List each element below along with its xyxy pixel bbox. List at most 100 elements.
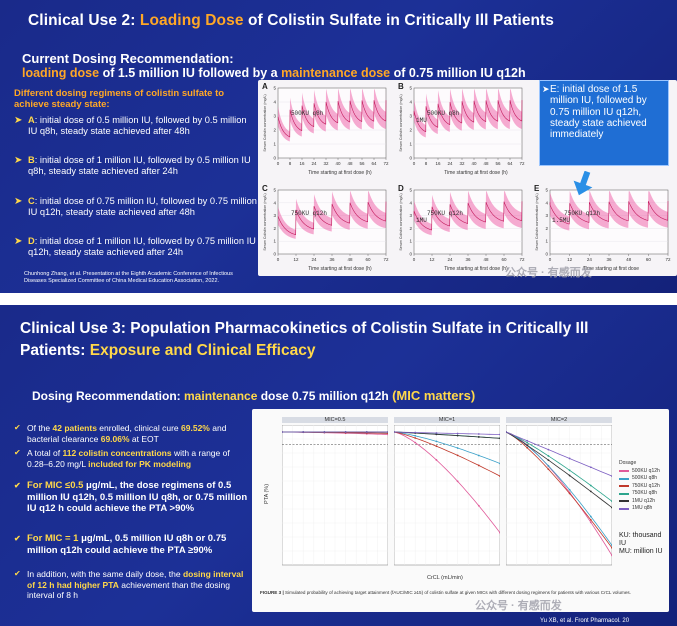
x-tick-label: 48 bbox=[483, 257, 489, 262]
y-tick-label: 2 bbox=[545, 226, 548, 231]
legend-entry: 500KU q12h bbox=[619, 468, 660, 476]
highlight-text: For MIC = 1 bbox=[27, 533, 79, 544]
y-tick-label: 5 bbox=[545, 188, 548, 193]
x-tick-label: 0 bbox=[277, 161, 280, 166]
pta-facet-plot bbox=[394, 425, 500, 566]
dose-label: 500KU q8h bbox=[290, 110, 324, 118]
regimen-desc: : initial dose of 1 million IU, followed… bbox=[28, 155, 251, 176]
regimen-item: ➤ B: initial dose of 1 million IU, follo… bbox=[14, 155, 258, 177]
pta-figure: MIC=0.5 MIC=1 MIC=2 PTA (%) CrCL (mL/min… bbox=[252, 409, 669, 612]
finding-text: In addition, with the same daily dose, t… bbox=[27, 569, 250, 601]
x-axis-label: CrCL (mL/min) bbox=[427, 575, 463, 581]
regimen-item: ➤ C: initial dose of 0.75 million IU, fo… bbox=[14, 196, 258, 218]
highlight-text: 42 patients bbox=[52, 423, 97, 433]
x-tick-label: 36 bbox=[606, 257, 612, 262]
x-tick-label: 16 bbox=[435, 161, 441, 166]
mic-header: MIC=1 bbox=[394, 417, 500, 423]
y-tick-label: 5 bbox=[409, 188, 412, 193]
x-tick-label: 48 bbox=[626, 257, 632, 262]
x-tick-label: 60 bbox=[646, 257, 652, 262]
finding-text: Of the 42 patients enrolled, clinical cu… bbox=[27, 423, 250, 444]
body-text: Of the bbox=[27, 423, 53, 433]
check-icon: ➤ bbox=[14, 196, 23, 207]
y-tick-label: 3 bbox=[409, 213, 412, 218]
y-tick-label: 4 bbox=[545, 200, 548, 205]
legend-swatch bbox=[619, 470, 629, 473]
y-tick-label: 5 bbox=[273, 86, 276, 91]
regimen-letter: D bbox=[28, 236, 35, 246]
y-tick-label: 0 bbox=[545, 252, 548, 257]
x-tick-label: 12 bbox=[567, 257, 573, 262]
legend-swatch bbox=[619, 507, 629, 510]
y-tick-label: 1 bbox=[409, 142, 412, 147]
regimen-desc: : initial dose of 1 million IU, followed… bbox=[28, 236, 256, 257]
regimen-item: ➤ D: initial dose of 1 million IU, follo… bbox=[14, 236, 258, 258]
dose-label: 750KU q12h bbox=[426, 210, 463, 218]
subtitle-line: loading dose of 1.5 million IU followed … bbox=[22, 66, 526, 80]
y-tick-label: 2 bbox=[409, 128, 412, 133]
panel-letter: B bbox=[398, 82, 404, 91]
y-tick-label: 1 bbox=[273, 239, 276, 244]
check-icon: ➤ bbox=[14, 115, 23, 126]
panel-letter: C bbox=[262, 184, 268, 193]
pk-panel-e: E 0 12 24 36 48 60 72 0 1 2 3 4 5 Serum Colistin conce… bbox=[534, 184, 674, 274]
legend-entry: 500KU q8h bbox=[619, 475, 660, 483]
y-tick-label: 4 bbox=[273, 100, 276, 105]
callout-box: ➤ E: initial dose of 1.5 million IU, fol… bbox=[539, 80, 669, 166]
callout-text: E: initial dose of 1.5 million IU, follo… bbox=[550, 84, 647, 141]
title-text: Population Pharmacokinetics of Colistin … bbox=[130, 320, 589, 337]
body-text: A total of bbox=[27, 448, 63, 458]
title-prefix: Clinical Use 2: bbox=[28, 12, 140, 29]
dose-label: 500KU q8h bbox=[426, 110, 460, 118]
check-icon: ✔ bbox=[14, 423, 21, 432]
body-text: at EOT bbox=[129, 433, 159, 444]
legend-swatch bbox=[619, 485, 629, 488]
dosing-recommendation: Dosing Recommendation: maintenance dose … bbox=[32, 388, 475, 403]
x-axis-label: Time starting at first dose bbox=[583, 266, 639, 272]
y-tick-label: 2 bbox=[273, 226, 276, 231]
pk-curve-plot: 0 8 16 24 32 40 48 56 64 72 0 1 2 3 4 5 Serum Colistin c… bbox=[263, 86, 389, 167]
pk-curve-plot: 0 8 16 24 32 40 48 56 64 72 0 1 2 3 4 5 Serum Colistin c… bbox=[399, 86, 525, 167]
body-text: μg/mL, the dose regimens of 0.5 million … bbox=[27, 480, 248, 514]
title-highlight: Loading Dose bbox=[139, 12, 244, 29]
pk-panel-b: B 0 8 16 24 32 40 48 56 64 72 0 1 2 3 4 5 Serum Colistin … bbox=[398, 82, 528, 178]
unit-note-mu: MU: million IU bbox=[619, 548, 663, 555]
legend-swatch bbox=[619, 500, 629, 503]
body-text: μg/mL, 0.5 million IU q8h or 0.75 millio… bbox=[27, 533, 227, 556]
finding-item: ✔ Of the 42 patients enrolled, clinical c… bbox=[14, 423, 250, 444]
initial-dose-label: 1.5MU bbox=[552, 216, 571, 224]
x-tick-label: 72 bbox=[383, 257, 389, 262]
legend-title: Dosage bbox=[619, 460, 637, 466]
figure-caption: FIGURE 3 | Simulated probability of achi… bbox=[260, 590, 665, 596]
x-tick-label: 60 bbox=[501, 257, 507, 262]
y-tick-label: 3 bbox=[409, 114, 412, 119]
pk-panel-a: A 0 8 16 24 32 40 48 56 64 72 0 1 2 3 4 5 Serum Colistin … bbox=[262, 82, 392, 178]
x-tick-label: 24 bbox=[587, 257, 593, 262]
unit-note: KU: thousand IU MU: million IU bbox=[619, 532, 669, 556]
highlight-text: included for PK modeling bbox=[88, 458, 192, 469]
x-tick-label: 0 bbox=[413, 161, 416, 166]
slide-title-line1: Clinical Use 3: Population Pharmacokinet… bbox=[20, 320, 588, 338]
x-tick-label: 24 bbox=[311, 161, 317, 166]
legend-label: 750KU q8h bbox=[632, 490, 658, 496]
x-axis-label: Time starting at first dose (h) bbox=[444, 170, 508, 176]
dosing-text: dose 0.75 million q12h bbox=[257, 389, 393, 403]
x-tick-label: 56 bbox=[495, 161, 501, 166]
highlight-text: 69.52% bbox=[181, 423, 210, 433]
y-tick-label: 1 bbox=[409, 239, 412, 244]
y-tick-label: 3 bbox=[545, 213, 548, 218]
y-tick-label: 3 bbox=[273, 213, 276, 218]
pta-facet-plot bbox=[282, 425, 388, 566]
x-tick-label: 32 bbox=[459, 161, 465, 166]
legend-swatch bbox=[619, 477, 629, 480]
body-text: and bacterial clearance bbox=[27, 423, 227, 444]
regimen-text: D: initial dose of 1 million IU, followe… bbox=[28, 236, 258, 258]
x-tick-label: 40 bbox=[335, 161, 341, 166]
y-axis-label: PTA (%) bbox=[264, 483, 271, 505]
title-prefix: Clinical Use 3: bbox=[20, 320, 131, 337]
initial-dose-label: 1MU bbox=[416, 117, 427, 125]
x-tick-label: 24 bbox=[447, 257, 453, 262]
check-icon: ✔ bbox=[14, 534, 21, 543]
y-tick-label: 2 bbox=[273, 128, 276, 133]
legend-label: 1MU q12h bbox=[632, 497, 656, 504]
